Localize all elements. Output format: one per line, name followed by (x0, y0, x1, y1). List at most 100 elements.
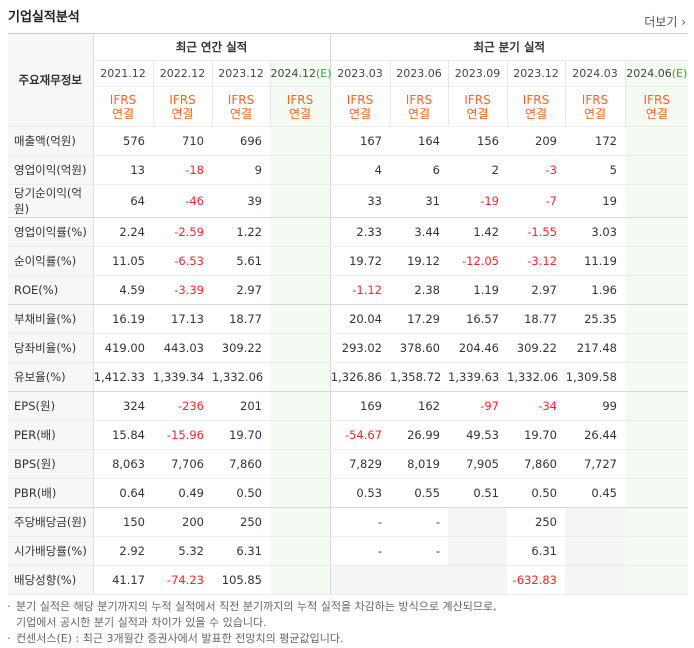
value-cell: -34 (507, 391, 565, 421)
data-row: ROE(%) 4.59 -3.39 2.97 -1.12 2.38 1.19 2.97 1.96 (8, 275, 688, 305)
accounting-label: IFRS (522, 92, 550, 107)
value-cell: 419.00 (93, 333, 153, 363)
value-cell (448, 565, 507, 595)
more-link[interactable]: 더보기 (644, 13, 686, 30)
value-cell: - (329, 536, 390, 566)
data-row: BPS(원) 8,063 7,706 7,860 7,829 8,019 7,905 7,86… (8, 449, 688, 479)
value-cell: 1,332.06 (212, 362, 270, 392)
value-cell: 204.46 (448, 333, 507, 363)
period-header: 2024.06(E) (624, 60, 688, 87)
row-label: ROE(%) (8, 275, 94, 305)
value-cell: 0.51 (448, 478, 507, 508)
value-cell: 49.53 (448, 420, 507, 450)
data-row: 유보율(%) 1,412.33 1,339.34 1,332.06 1,326.86 1,… (8, 362, 688, 392)
data-row: 배당성향(%) 41.17 -74.23 105.85 -632.83 (8, 565, 688, 595)
row-label: 주당배당금(원) (8, 507, 94, 537)
accounting-label: IFRS (581, 92, 609, 107)
value-cell: -632.83 (507, 565, 565, 595)
corner-header: 주요재무정보 (8, 33, 94, 127)
data-row: 주당배당금(원) 150 200 250- -250 (8, 507, 688, 537)
value-cell (270, 362, 330, 392)
value-cell: 156 (448, 126, 507, 156)
value-cell: 293.02 (329, 333, 390, 363)
accounting-label: 연결 (348, 106, 372, 121)
data-row: 순이익률(%) 11.05 -6.53 5.61 19.72 19.12 -12.05 -3.… (8, 246, 688, 276)
value-cell: -15.96 (153, 420, 212, 450)
accounting-label: 연결 (407, 106, 431, 121)
value-cell: 164 (390, 126, 448, 156)
data-row: 당기순이익(억원) 64 -46 39 33 31 -19 -7 19 (8, 184, 688, 218)
value-cell: 696 (212, 126, 270, 156)
period-header: 2024.03 (564, 60, 625, 87)
value-cell: 7,860 (212, 449, 270, 479)
value-cell (625, 391, 688, 421)
value-cell: 15.84 (93, 420, 153, 450)
value-cell (625, 126, 688, 156)
row-label: 영업이익(억원) (8, 155, 94, 185)
accounting-label: IFRS (109, 92, 137, 107)
row-label: 당기순이익(억원) (8, 184, 94, 218)
value-cell: 378.60 (390, 333, 448, 363)
accounting-label: IFRS (405, 92, 433, 107)
data-row: EPS(원) 324 -236 201 169 162 -97 -34 99 (8, 391, 688, 421)
financial-table: 주요재무정보 최근 연간 실적 최근 분기 실적 2021.12 2022.12 2023… (8, 33, 688, 595)
data-row: PER(배) 15.84 -15.96 19.70 -54.67 26.99 49.53 19… (8, 420, 688, 450)
period-header: 2023.12 (211, 60, 270, 87)
value-cell: 162 (390, 391, 448, 421)
value-cell: - (390, 536, 448, 566)
value-cell (625, 449, 688, 479)
period: 2023.06 (396, 67, 442, 80)
value-cell: -3.12 (507, 246, 565, 276)
value-cell (270, 275, 330, 305)
value-cell (625, 246, 688, 276)
group-header: 최근 연간 실적 (92, 33, 330, 61)
period-header: 2023.12 (506, 60, 565, 87)
accounting-label: 연결 (171, 106, 194, 121)
value-cell: -54.67 (329, 420, 390, 450)
header-row: IFRS 연결 IFRS 연결 IFRS 연결 IFRS 연결 IFRS 연결 IFRS 연결 IFRS… (8, 86, 688, 127)
period-header: 2023.03 (329, 60, 390, 87)
value-cell: -97 (448, 391, 507, 421)
value-cell (625, 304, 688, 334)
value-cell: 443.03 (153, 333, 212, 363)
accounting-header: IFRS 연결 (152, 86, 212, 127)
accounting-label: IFRS (464, 92, 491, 107)
value-cell: 26.44 (565, 420, 625, 450)
value-cell: 16.19 (93, 304, 153, 334)
value-cell (270, 217, 330, 247)
row-label: 영업이익률(%) (8, 217, 94, 247)
accounting-header: IFRS 연결 (624, 86, 688, 127)
value-cell: -236 (153, 391, 212, 421)
value-cell: 5.32 (153, 536, 212, 566)
accounting-label: 연결 (524, 106, 548, 121)
accounting-header: IFRS 연결 (564, 86, 625, 127)
estimate-flag: (E) (671, 67, 688, 80)
data-row: 영업이익률(%) 2.24 -2.59 1.22 2.33 3.44 1.42 -1.55 3.… (8, 217, 688, 247)
accounting-header: IFRS 연결 (329, 86, 390, 127)
value-cell: 1,332.06 (507, 362, 565, 392)
value-cell: 9 (212, 155, 270, 185)
accounting-header: IFRS 연결 (506, 86, 565, 127)
value-cell: 17.13 (153, 304, 212, 334)
value-cell: 0.50 (507, 478, 565, 508)
value-cell (625, 507, 688, 537)
period: 2023.12 (513, 67, 559, 80)
value-cell: 710 (153, 126, 212, 156)
accounting-label: IFRS (346, 92, 374, 107)
value-cell: 39 (212, 184, 270, 218)
value-cell: 150 (93, 507, 153, 537)
value-cell: 217.48 (565, 333, 625, 363)
value-cell: - (390, 507, 448, 537)
value-cell (625, 184, 688, 218)
row-label: PBR(배) (8, 478, 94, 508)
accounting-header: IFRS 연결 (92, 86, 153, 127)
value-cell (448, 507, 507, 537)
value-cell: 2.38 (390, 275, 448, 305)
accounting-label: IFRS (643, 92, 670, 107)
value-cell: 0.64 (93, 478, 153, 508)
value-cell: 172 (565, 126, 625, 156)
accounting-label: IFRS (227, 92, 255, 107)
value-cell: 1.19 (448, 275, 507, 305)
header-row: 주요재무정보 최근 연간 실적 최근 분기 실적 (8, 33, 688, 127)
